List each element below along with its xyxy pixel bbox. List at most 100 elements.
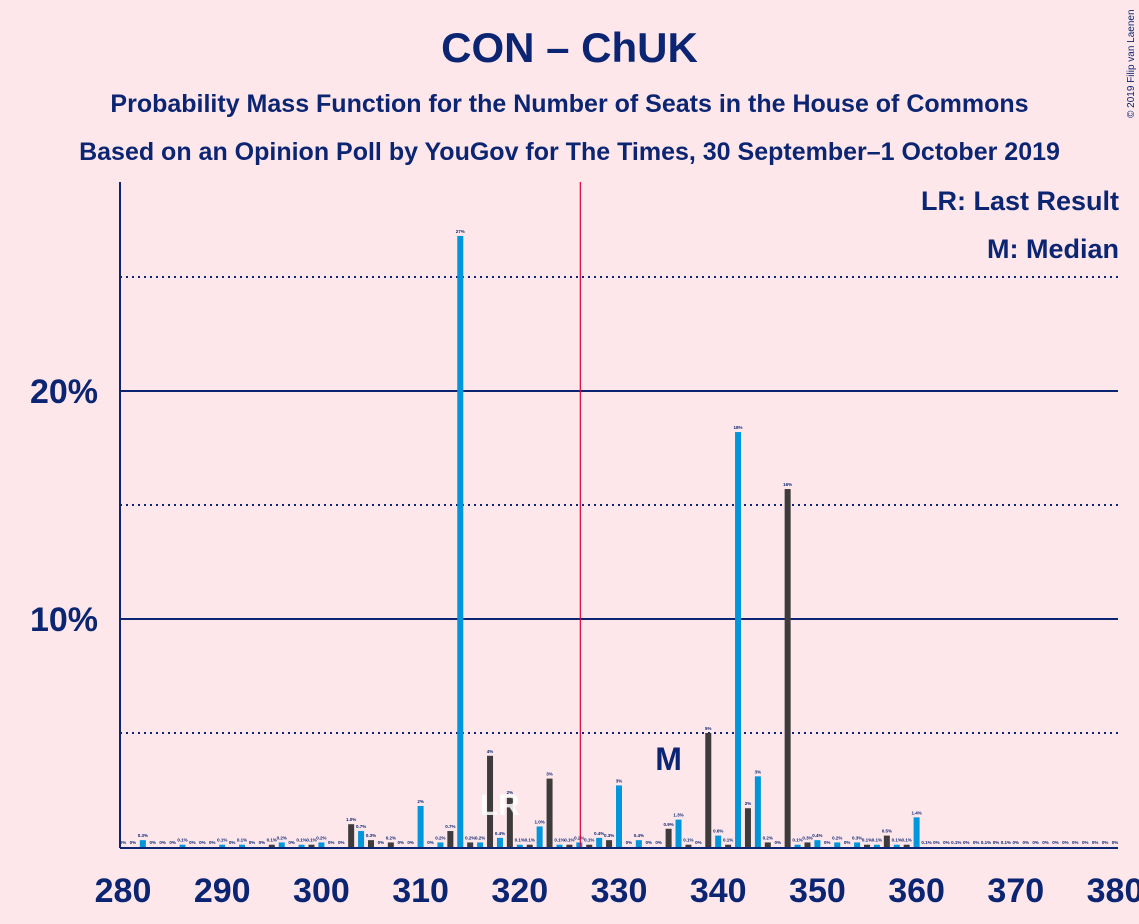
bar-value-label: 0.6% [713,829,723,834]
bar-value-label: 0% [933,840,940,845]
bar [457,235,464,847]
bar [606,840,613,847]
bar [814,840,821,847]
bar-value-label: 0.1% [217,838,227,843]
bar [239,844,246,847]
x-tick-label: 360 [888,872,945,910]
bar-value-label: 0% [943,840,950,845]
bar-value-label: 18% [734,425,743,430]
bar-value-label: 0.2% [763,835,773,840]
bar-value-label: 0.4% [594,831,604,836]
bar [298,844,305,847]
bar-value-label: 27% [456,229,465,234]
bar-value-label: 0.2% [574,835,584,840]
bar-value-label: 1.0% [346,817,356,822]
bar-value-label: 0.1% [872,838,882,843]
bar [526,844,533,847]
bar [725,844,732,847]
bar [794,844,801,847]
bar [635,840,642,847]
bar [139,840,146,847]
bar-value-label: 0% [1092,840,1099,845]
bar-value-label: 0% [655,840,662,845]
bar-value-label: 1.0% [535,819,545,824]
bar [566,844,573,847]
bar [665,828,672,847]
bar-value-label: 16% [783,482,792,487]
bar [784,489,791,847]
bar-value-label: 3% [546,772,553,777]
y-tick-label: 20% [30,373,98,411]
bar-value-label: 0.7% [445,824,455,829]
bar-value-label: 0.1% [564,838,574,843]
bar [358,831,365,847]
x-tick-label: 330 [591,872,648,910]
bar-value-label: 0.1% [892,838,902,843]
bar-value-label: 2% [417,799,424,804]
bar-value-label: 0% [407,840,414,845]
chart-annotations: M LR [480,182,682,847]
bar-value-label: 0% [249,840,256,845]
legend-median: M: Median [987,234,1119,264]
bar-value-label: 0% [150,840,157,845]
bar-value-label: 0% [288,840,295,845]
x-tick-label: 380 [1087,872,1139,910]
bar [873,844,880,847]
chart-subtitle-poll: Based on an Opinion Poll by YouGov for T… [79,138,1060,166]
last-result-marker: LR [480,789,520,822]
median-marker: M [655,741,682,777]
bar-value-label: 0.1% [584,838,594,843]
bar-value-label: 0.1% [981,840,991,845]
bar-value-label: 0.1% [306,838,316,843]
bar-value-label: 4% [487,749,494,754]
x-tick-label: 320 [491,872,548,910]
bar-value-label: 0% [209,840,216,845]
bar-value-label: 0% [189,840,196,845]
bar-value-label: 0% [1052,840,1059,845]
bar [268,844,275,847]
bar-value-label: 0% [1082,840,1089,845]
bar-value-label: 0.4% [634,833,644,838]
bar-value-label: 0.1% [902,838,912,843]
bar [754,776,761,847]
bar-value-label: 0% [993,840,1000,845]
bar-value-label: 0.3% [138,833,148,838]
bar [516,844,523,847]
bar-value-label: 0% [963,840,970,845]
bar [308,844,315,847]
bar-value-label: 0.1% [237,838,247,843]
bar-value-label: 1.4% [911,810,921,815]
bar-value-label: 0% [626,840,633,845]
bar [487,755,494,847]
bar [735,432,742,847]
bar [913,817,920,847]
bar-value-label: 0.2% [386,835,396,840]
bar [496,837,503,847]
bar [616,785,622,847]
bar-value-label: 0% [427,840,434,845]
bar [368,840,374,847]
bar-value-label: 0.1% [525,838,535,843]
bar-value-label: 0% [1022,840,1029,845]
bar-value-label: 1.3% [673,813,683,818]
bar [675,819,682,847]
bar-value-label: 0.1% [951,840,961,845]
bar-value-label: 0.2% [475,835,485,840]
bar [447,831,454,847]
bar [437,842,444,847]
bar-value-label: 0% [973,840,980,845]
bar-value-label: 0.4% [812,833,822,838]
bar [348,824,355,847]
bar-value-label: 0% [378,840,385,845]
bar [834,842,841,847]
bar-value-label: 0.1% [683,838,693,843]
bar-value-label: 0.3% [366,833,376,838]
bar [179,844,186,847]
chart-title: CON – ChUK [441,24,698,71]
legend-last-result: LR: Last Result [920,186,1119,216]
bar [467,842,474,847]
bar-value-label: 0% [1112,840,1119,845]
bar-value-label: 2% [745,801,752,806]
bar [278,842,285,847]
